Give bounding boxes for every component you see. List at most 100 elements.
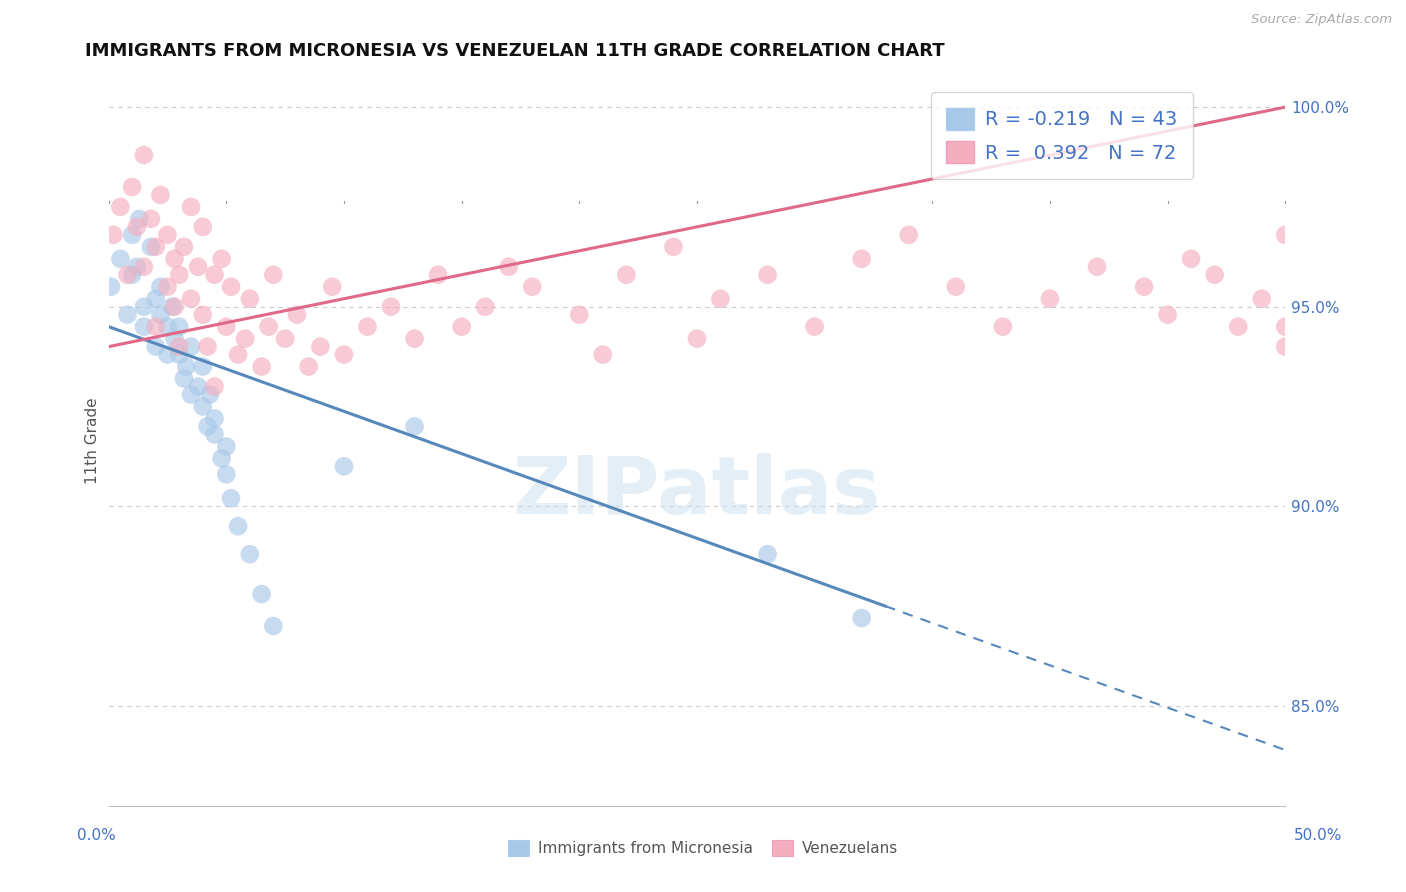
Point bbox=[1180, 252, 1202, 266]
Point bbox=[132, 300, 155, 314]
Point bbox=[1156, 308, 1178, 322]
Point bbox=[204, 268, 226, 282]
Point bbox=[197, 340, 219, 354]
Point bbox=[121, 180, 143, 194]
Point bbox=[709, 292, 731, 306]
Point bbox=[945, 279, 967, 293]
Point bbox=[191, 219, 214, 234]
Point bbox=[156, 319, 179, 334]
Point bbox=[380, 300, 402, 314]
Point bbox=[250, 587, 273, 601]
Point bbox=[450, 319, 472, 334]
Text: IMMIGRANTS FROM MICRONESIA VS VENEZUELAN 11TH GRADE CORRELATION CHART: IMMIGRANTS FROM MICRONESIA VS VENEZUELAN… bbox=[86, 42, 945, 60]
Point bbox=[215, 467, 238, 482]
Point bbox=[262, 268, 284, 282]
Text: Source: ZipAtlas.com: Source: ZipAtlas.com bbox=[1251, 13, 1392, 27]
Point bbox=[156, 348, 179, 362]
Point bbox=[851, 611, 873, 625]
Point bbox=[333, 348, 356, 362]
Point bbox=[173, 371, 195, 385]
Point bbox=[191, 400, 214, 414]
Point bbox=[145, 340, 167, 354]
Point bbox=[197, 419, 219, 434]
Point bbox=[167, 340, 190, 354]
Point bbox=[614, 268, 637, 282]
Point bbox=[110, 252, 132, 266]
Point bbox=[474, 300, 496, 314]
Point bbox=[333, 459, 356, 474]
Point bbox=[298, 359, 321, 374]
Point bbox=[215, 439, 238, 453]
Point bbox=[180, 387, 202, 401]
Point bbox=[897, 227, 920, 242]
Point bbox=[145, 319, 167, 334]
Legend: R = -0.219   N = 43, R =  0.392   N = 72: R = -0.219 N = 43, R = 0.392 N = 72 bbox=[931, 92, 1194, 179]
Point bbox=[110, 200, 132, 214]
Point bbox=[309, 340, 332, 354]
Point bbox=[125, 219, 148, 234]
Point bbox=[662, 240, 685, 254]
Point bbox=[274, 332, 297, 346]
Point bbox=[167, 268, 190, 282]
Point bbox=[211, 451, 233, 466]
Point bbox=[204, 379, 226, 393]
Point bbox=[204, 427, 226, 442]
Point bbox=[404, 419, 426, 434]
Point bbox=[163, 252, 186, 266]
Point bbox=[1274, 319, 1296, 334]
Point bbox=[121, 268, 143, 282]
Point bbox=[1039, 292, 1062, 306]
Point bbox=[219, 279, 242, 293]
Point bbox=[233, 332, 256, 346]
Point bbox=[1204, 268, 1226, 282]
Point bbox=[139, 240, 162, 254]
Point bbox=[756, 547, 779, 561]
Text: ZIPatlas: ZIPatlas bbox=[513, 452, 882, 531]
Point bbox=[522, 279, 544, 293]
Point bbox=[211, 252, 233, 266]
Point bbox=[180, 200, 202, 214]
Point bbox=[1250, 292, 1272, 306]
Point bbox=[156, 227, 179, 242]
Text: 50.0%: 50.0% bbox=[1295, 829, 1343, 843]
Point bbox=[404, 332, 426, 346]
Point bbox=[160, 300, 183, 314]
Point bbox=[356, 319, 378, 334]
Point bbox=[187, 379, 209, 393]
Point bbox=[167, 319, 190, 334]
Point bbox=[191, 308, 214, 322]
Point bbox=[851, 252, 873, 266]
Point bbox=[427, 268, 450, 282]
Point bbox=[180, 292, 202, 306]
Point bbox=[1133, 279, 1156, 293]
Text: 0.0%: 0.0% bbox=[77, 829, 117, 843]
Point bbox=[498, 260, 520, 274]
Point bbox=[139, 211, 162, 226]
Y-axis label: 11th Grade: 11th Grade bbox=[86, 397, 100, 483]
Point bbox=[132, 148, 155, 162]
Point bbox=[163, 332, 186, 346]
Point bbox=[250, 359, 273, 374]
Point bbox=[149, 279, 172, 293]
Point bbox=[686, 332, 709, 346]
Point bbox=[117, 308, 139, 322]
Point bbox=[163, 300, 186, 314]
Point bbox=[167, 348, 190, 362]
Point bbox=[257, 319, 280, 334]
Point bbox=[128, 211, 150, 226]
Point bbox=[132, 260, 155, 274]
Point bbox=[803, 319, 825, 334]
Point bbox=[149, 308, 172, 322]
Point bbox=[226, 348, 249, 362]
Point bbox=[125, 260, 148, 274]
Point bbox=[991, 319, 1014, 334]
Point bbox=[226, 519, 249, 533]
Point bbox=[103, 227, 125, 242]
Point bbox=[592, 348, 614, 362]
Point bbox=[1227, 319, 1250, 334]
Point bbox=[191, 359, 214, 374]
Point bbox=[100, 279, 122, 293]
Point bbox=[285, 308, 308, 322]
Point bbox=[239, 547, 262, 561]
Point bbox=[149, 188, 172, 202]
